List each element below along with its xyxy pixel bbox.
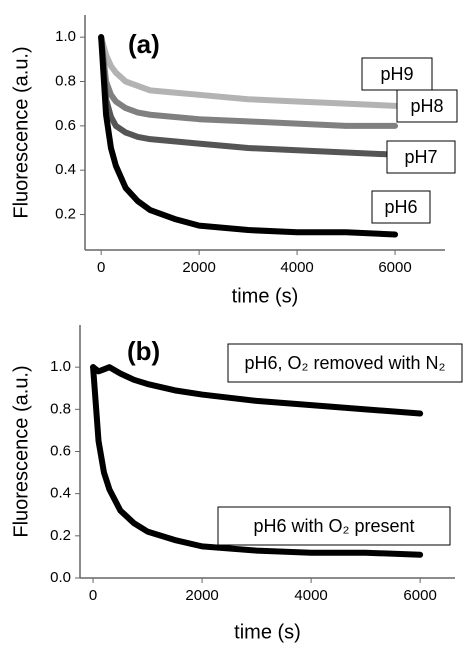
label-box [227, 343, 463, 383]
panel-label: (a) [128, 29, 160, 59]
y-axis-label: Fluorescence (a.u.) [10, 365, 32, 537]
y-tick-label: 1.0 [50, 358, 71, 375]
x-tick-label: 2000 [185, 587, 218, 604]
y-tick-label: 0.8 [55, 72, 76, 89]
y-axis-label: Fluorescence (a.u.) [10, 46, 32, 218]
series-label: pH6 [384, 197, 417, 217]
x-tick-label: 6000 [378, 259, 411, 276]
series-label: pH6 with O₂ present [253, 516, 414, 536]
x-tick-label: 2000 [182, 259, 215, 276]
y-tick-label: 1.0 [55, 28, 76, 45]
data-line [98, 34, 399, 158]
y-tick-label: 0.2 [50, 527, 71, 544]
y-tick-label: 0.0 [50, 569, 71, 586]
series-label: pH7 [404, 147, 437, 167]
label-box [217, 506, 451, 546]
data-line [98, 34, 399, 129]
label-box [386, 140, 456, 174]
y-tick-label: 0.4 [55, 161, 76, 178]
data-line [90, 364, 424, 558]
y-tick-label: 0.2 [55, 205, 76, 222]
series-label: pH9 [380, 64, 413, 84]
label-box [396, 89, 458, 123]
y-tick-label: 0.4 [50, 485, 71, 502]
series-label: pH6, O₂ removed with N₂ [244, 353, 445, 373]
data-line [98, 34, 399, 109]
data-line [98, 34, 399, 238]
data-line [90, 364, 424, 417]
x-tick-label: 4000 [280, 259, 313, 276]
x-axis-label: time (s) [234, 621, 301, 643]
x-tick-label: 6000 [403, 587, 436, 604]
x-tick-label: 0 [97, 259, 105, 276]
label-box [371, 190, 431, 224]
x-axis-label: time (s) [232, 285, 299, 307]
panel-label: (b) [127, 336, 160, 366]
y-tick-label: 0.8 [50, 400, 71, 417]
label-box [361, 57, 433, 91]
x-tick-label: 0 [89, 587, 97, 604]
y-tick-label: 0.6 [55, 117, 76, 134]
y-tick-label: 0.6 [50, 442, 71, 459]
x-tick-label: 4000 [294, 587, 327, 604]
series-label: pH8 [410, 96, 443, 116]
